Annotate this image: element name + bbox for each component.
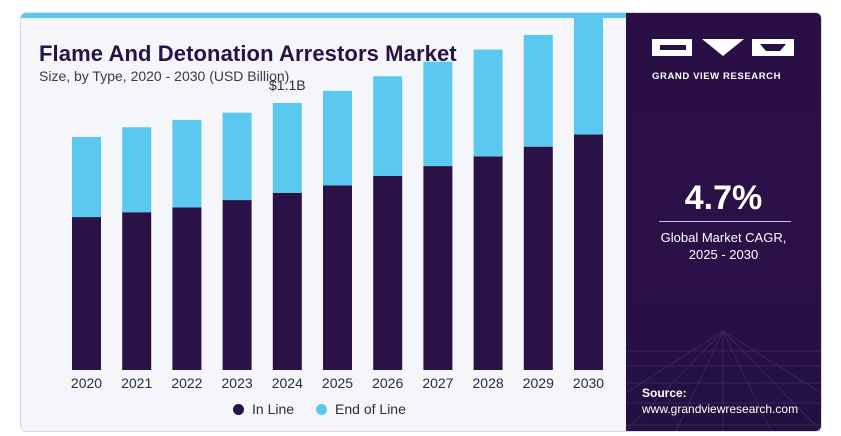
- x-tick-label: 2026: [372, 375, 403, 391]
- bar-2020-in-line: [72, 217, 101, 370]
- bar-2029-end-of-line: [523, 34, 553, 147]
- x-tick-label: 2029: [523, 375, 554, 391]
- brand-name: GRAND VIEW RESEARCH: [652, 71, 782, 82]
- source-note: Source: www.grandviewresearch.com: [642, 385, 798, 417]
- x-tick-label: 2024: [272, 375, 303, 391]
- bar-2028-end-of-line: [473, 49, 503, 157]
- cagr-label-line2: 2025 - 2030: [688, 247, 759, 262]
- stacked-bar-chart: 2020 2021 2022 2023 2024 $1.1B 2025 2026 2027 202…: [71, 18, 604, 391]
- page-subtitle: Size, by Type, 2020 - 2030 (USD Billion): [39, 68, 290, 84]
- bar-2023-in-line: [222, 200, 252, 370]
- legend-item-in-line: In Line: [233, 401, 294, 417]
- x-tick-label: 2022: [171, 375, 202, 391]
- bar-2021-in-line: [122, 212, 152, 370]
- legend-label-in-line: In Line: [252, 401, 295, 417]
- bar-2024-end-of-line: [272, 102, 302, 193]
- bar-2025-end-of-line: [323, 90, 352, 186]
- bar-2026-in-line: [373, 175, 403, 370]
- bar-2030-end-of-line: [574, 18, 603, 135]
- gvr-logo-icon: [652, 39, 794, 56]
- x-tick-label: 2023: [222, 375, 253, 391]
- chart-panel: Flame And Detonation Arrestors Market Si…: [21, 18, 626, 431]
- legend-item-end-of-line: End of Line: [316, 401, 406, 417]
- x-tick-label: 2028: [473, 375, 504, 391]
- page-title: Flame And Detonation Arrestors Market: [39, 41, 457, 66]
- data-label-annotation: $1.1B: [269, 77, 306, 93]
- divider: [659, 221, 791, 222]
- source-label: Source:: [642, 386, 687, 400]
- bar-2028-in-line: [473, 156, 503, 370]
- bar-2020-end-of-line: [72, 136, 101, 218]
- infographic-card: Flame And Detonation Arrestors Market Si…: [20, 12, 822, 432]
- bar-2023-end-of-line: [222, 112, 252, 201]
- legend-label-end-of-line: End of Line: [335, 401, 406, 417]
- cagr-label-line1: Global Market CAGR,: [660, 230, 787, 245]
- x-tick-label: 2030: [573, 375, 604, 391]
- x-tick-label: 2025: [322, 375, 353, 391]
- source-url[interactable]: www.grandviewresearch.com: [642, 402, 799, 416]
- cagr-label: Global Market CAGR, 2025 - 2030: [626, 229, 821, 263]
- bar-2027-in-line: [423, 166, 453, 370]
- bar-2024-in-line: [272, 192, 302, 370]
- decorative-grid: [626, 330, 821, 431]
- bar-2021-end-of-line: [122, 127, 152, 213]
- x-tick-label: 2027: [422, 375, 453, 391]
- bar-2022-in-line: [172, 207, 202, 370]
- chart-legend: In Line End of Line: [233, 401, 406, 417]
- bar-2022-end-of-line: [172, 119, 202, 208]
- bar-2030-in-line: [574, 134, 603, 370]
- bar-2026-end-of-line: [373, 76, 403, 176]
- side-panel: GRAND VIEW RESEARCH 4.7% Global Market C…: [626, 13, 821, 431]
- bar-2027-end-of-line: [423, 61, 453, 167]
- x-tick-label: 2020: [71, 375, 102, 391]
- cagr-value: 4.7%: [684, 179, 763, 217]
- bar-2025-in-line: [323, 185, 352, 370]
- legend-swatch-in-line: [233, 403, 244, 415]
- x-tick-label: 2021: [121, 375, 152, 391]
- legend-swatch-end-of-line: [316, 403, 328, 415]
- bar-2029-in-line: [523, 146, 553, 370]
- accent-top-bar: [21, 13, 626, 18]
